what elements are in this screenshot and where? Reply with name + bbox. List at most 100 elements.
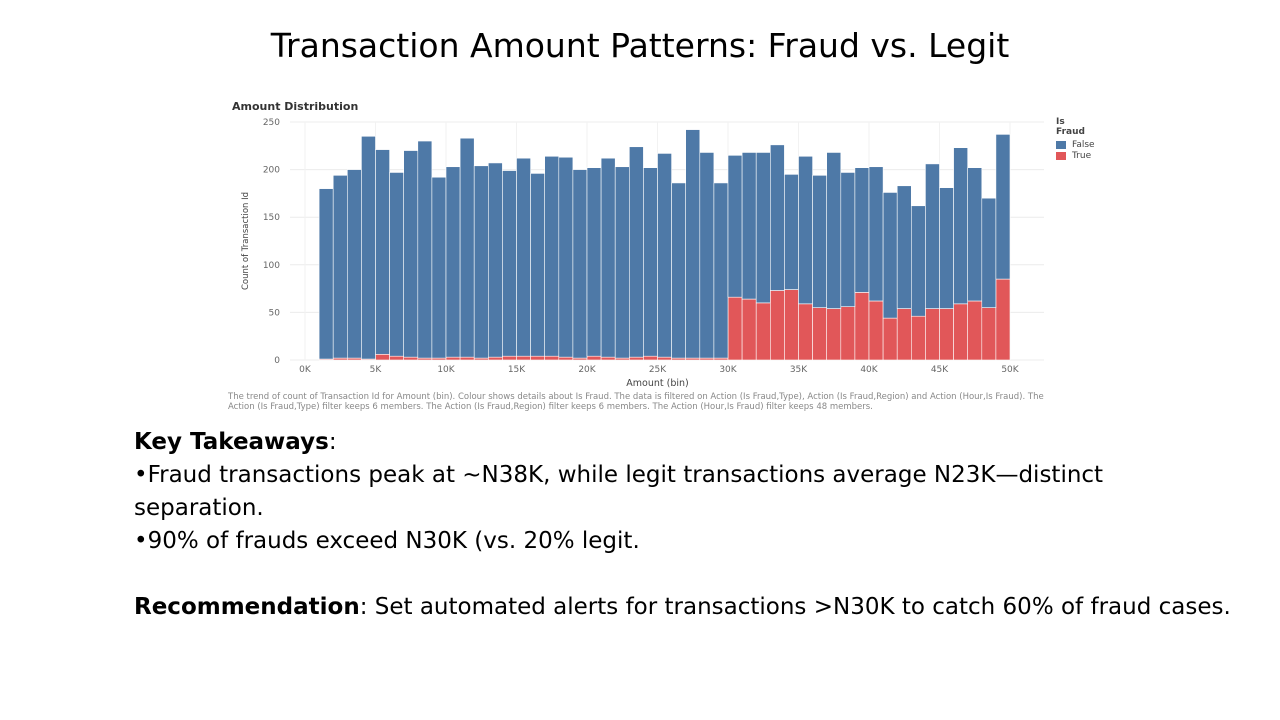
bar-false — [896, 185, 912, 309]
bar-false — [643, 167, 658, 357]
x-tick-label: 0K — [299, 365, 312, 375]
bar-true — [558, 356, 574, 361]
spacer — [134, 558, 1234, 591]
y-tick-label: 250 — [263, 118, 280, 128]
bar-false — [840, 172, 856, 307]
bar-true — [769, 290, 785, 361]
x-axis-label: Amount (bin) — [626, 378, 688, 389]
bar-true — [798, 303, 813, 361]
bar-false — [939, 187, 954, 309]
bar-true — [939, 308, 954, 361]
x-tick-label: 5K — [370, 365, 383, 375]
y-tick-label: 200 — [263, 166, 280, 176]
bar-false — [332, 175, 348, 359]
bar-true — [657, 356, 672, 361]
bar-true — [953, 303, 968, 361]
bar-true — [967, 300, 983, 361]
x-tick-label: 15K — [508, 365, 526, 375]
x-tick-label: 10K — [437, 365, 455, 375]
bar-false — [882, 192, 898, 319]
bar-true — [516, 355, 531, 361]
bar-false — [544, 155, 560, 357]
y-tick-label: 50 — [269, 308, 281, 318]
bar-false — [995, 134, 1011, 280]
bar-true — [586, 355, 602, 361]
bar-false — [473, 165, 489, 359]
y-axis-label: Count of Transaction Id — [241, 192, 251, 290]
bar-false — [713, 182, 729, 359]
legend-swatch-true — [1056, 151, 1066, 160]
chart-caption: The trend of count of Transaction Id for… — [228, 392, 1044, 412]
bar-false — [671, 182, 687, 359]
bar-true — [741, 298, 757, 361]
bar-false — [769, 144, 785, 291]
bar-false — [953, 147, 968, 305]
x-tick-label: 40K — [860, 365, 878, 375]
bar-true — [882, 317, 898, 361]
bar-true — [600, 356, 616, 361]
bar-false — [403, 150, 419, 358]
bar-false — [445, 166, 461, 358]
bar-false — [530, 173, 546, 357]
bar-true — [995, 278, 1011, 361]
bar-true — [375, 353, 390, 361]
bar-false — [685, 129, 701, 359]
recommendation-text: : Set automated alerts for transactions … — [359, 594, 1231, 620]
bar-false — [826, 152, 842, 309]
bar-true — [445, 356, 461, 361]
bar-false — [389, 172, 405, 357]
bar-false — [798, 155, 813, 305]
y-tick-label: 100 — [263, 261, 280, 271]
takeaway-bullet-2: •90% of frauds exceed N30K (vs. 20% legi… — [134, 528, 640, 554]
legend-item-true[interactable]: True — [1056, 150, 1095, 161]
bar-true — [925, 308, 940, 361]
bar-true — [487, 356, 503, 361]
bar-true — [981, 307, 997, 361]
bar-false — [586, 167, 602, 357]
x-tick-label: 30K — [719, 365, 737, 375]
bar-false — [516, 157, 531, 357]
takeaways-heading: Key Takeaways — [134, 429, 329, 455]
bar-true — [840, 306, 856, 361]
legend: Is Fraud False True — [1056, 117, 1095, 161]
takeaways-section: Key Takeaways: •Fraud transactions peak … — [134, 426, 1234, 624]
recommendation: Recommendation: Set automated alerts for… — [134, 591, 1234, 624]
bar-false — [981, 197, 997, 308]
bar-true — [643, 355, 658, 361]
bar-false — [699, 152, 715, 359]
bar-false — [487, 162, 503, 358]
bar-false — [431, 176, 447, 359]
bar-true — [459, 356, 475, 361]
legend-item-false[interactable]: False — [1056, 139, 1095, 150]
x-tick-label: 50K — [1001, 365, 1019, 375]
y-tick-label: 150 — [263, 213, 280, 223]
bar-false — [614, 166, 630, 359]
x-tick-label: 20K — [578, 365, 596, 375]
y-tick-label: 0 — [274, 356, 280, 366]
bar-false — [600, 157, 616, 358]
bar-true — [854, 292, 870, 361]
bar-true — [628, 356, 644, 361]
bar-false — [727, 155, 743, 298]
bar-false — [417, 140, 433, 359]
bar-false — [572, 169, 588, 359]
bar-false — [459, 137, 475, 358]
takeaway-bullet-1: •Fraud transactions peak at ~N38K, while… — [134, 462, 1104, 521]
bar-true — [530, 355, 546, 361]
bar-true — [727, 296, 743, 361]
recommendation-heading: Recommendation — [134, 594, 360, 620]
takeaways-heading-colon: : — [328, 429, 337, 455]
bar-false — [628, 146, 644, 358]
bar-false — [854, 167, 870, 293]
bar-true — [544, 355, 560, 361]
bar-false — [741, 152, 757, 300]
bar-false — [318, 188, 334, 360]
bar-false — [347, 169, 362, 359]
bar-false — [502, 170, 517, 357]
bar-true — [755, 302, 771, 361]
chart-svg: 0 50 100 150 200 250 0K 5K 10K 15K 20K 25K 30K 35K 40K… — [241, 118, 1044, 389]
bar-true — [784, 289, 799, 361]
amount-distribution-chart: 0 50 100 150 200 250 0K 5K 10K 15K 20K 25K 30K 35K 40K… — [228, 98, 1095, 422]
x-tick-label: 45K — [931, 365, 949, 375]
bar-false — [910, 205, 926, 317]
